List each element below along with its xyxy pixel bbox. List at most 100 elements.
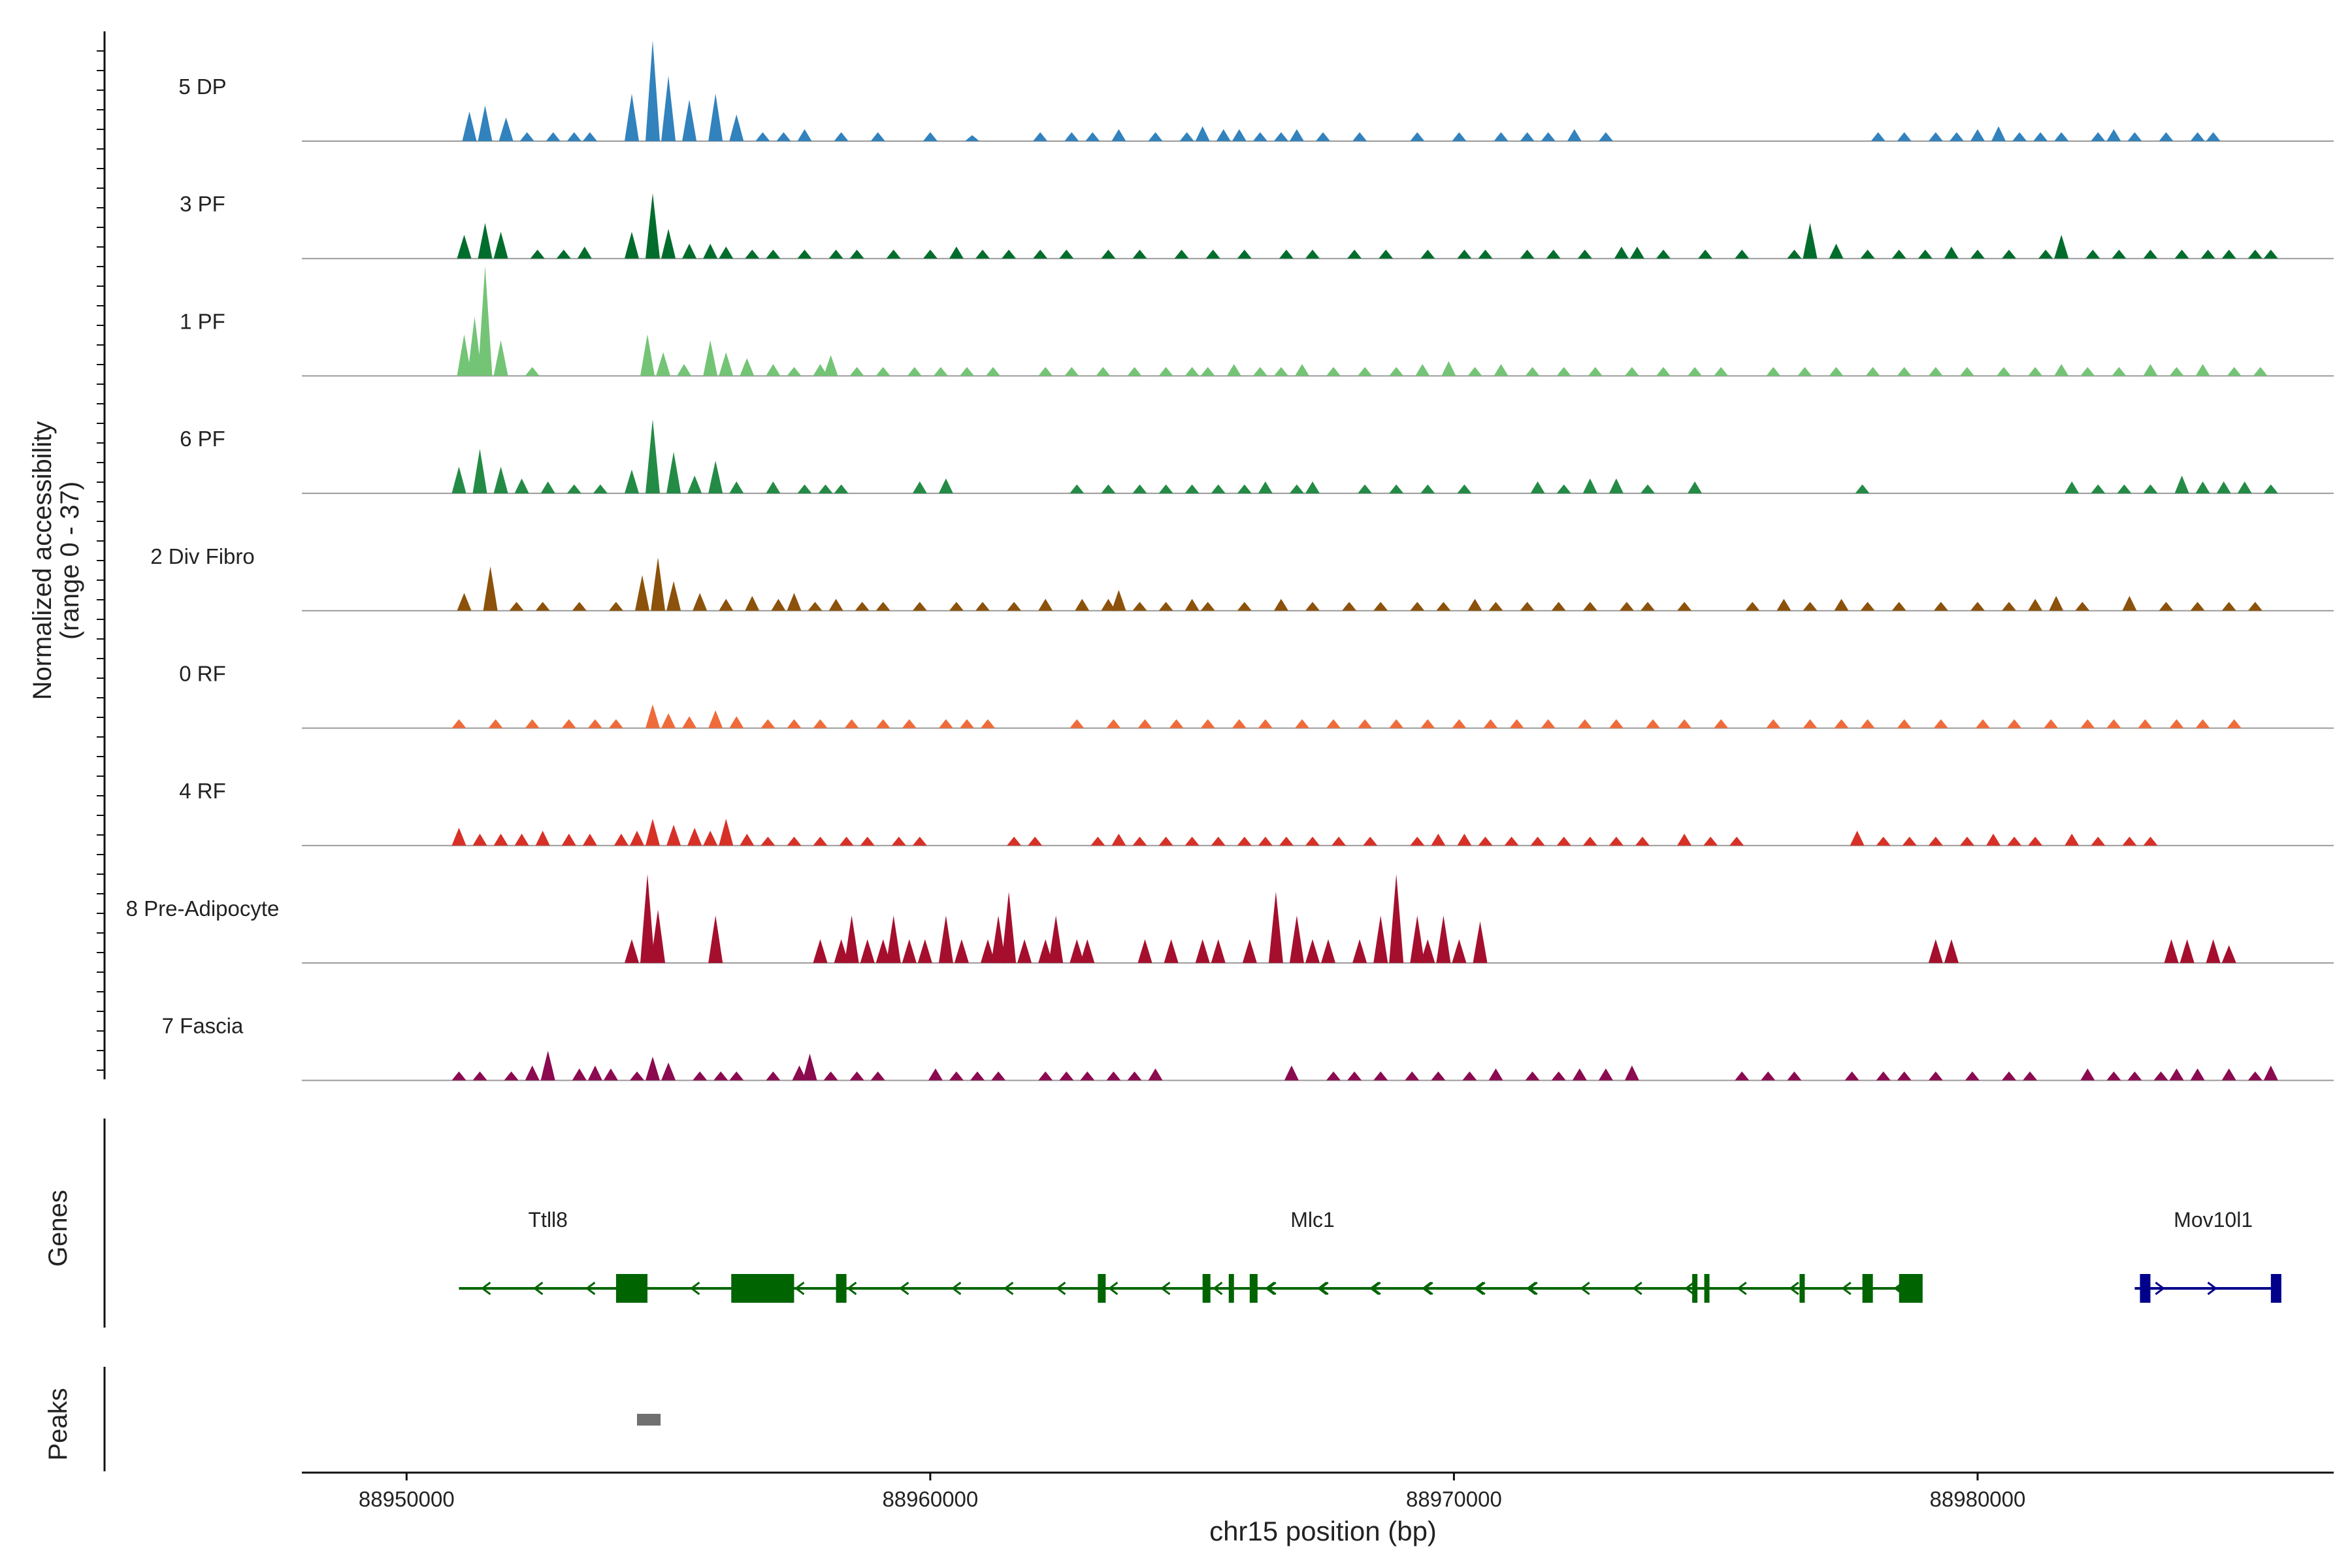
coverage-peak xyxy=(651,909,666,963)
coverage-peak xyxy=(572,1068,587,1081)
coverage-peak xyxy=(1860,719,1875,728)
coverage-peak xyxy=(1410,836,1425,846)
coverage-peak xyxy=(1284,1065,1299,1081)
coverage-peak xyxy=(923,250,938,259)
gene-strand-arrow xyxy=(480,1281,491,1296)
coverage-peak xyxy=(1070,939,1085,963)
coverage-peak xyxy=(2122,596,2137,611)
coverage-peak xyxy=(645,704,660,728)
coverage-peak xyxy=(1509,719,1524,728)
coverage-peak xyxy=(1588,367,1603,376)
coverage-peak xyxy=(1624,367,1639,376)
coverage-peak xyxy=(787,836,802,846)
coverage-peak xyxy=(1101,250,1116,259)
coverage-peak xyxy=(1158,484,1173,494)
coverage-peak xyxy=(2190,1068,2205,1081)
coverage-peak xyxy=(975,602,990,611)
coverage-peak xyxy=(457,235,472,259)
peak-region xyxy=(636,1414,661,1426)
coverage-peak xyxy=(493,231,508,259)
coverage-peak xyxy=(1598,1068,1613,1081)
coverage-peak xyxy=(1420,250,1435,259)
coverage-peak xyxy=(1033,250,1048,259)
coverage-peak xyxy=(2002,602,2016,611)
coverage-peak xyxy=(1928,939,1943,963)
coverage-peak xyxy=(1865,367,1880,376)
coverage-peak xyxy=(1766,367,1781,376)
coverage-peak xyxy=(1002,891,1017,963)
coverage-peak xyxy=(855,602,870,611)
coverage-peak xyxy=(2221,602,2236,611)
coverage-peak xyxy=(1656,367,1671,376)
coverage-peak xyxy=(635,575,649,611)
coverage-peak xyxy=(713,1071,728,1081)
coverage-peak xyxy=(1698,250,1713,259)
coverage-peak xyxy=(813,364,828,376)
coverage-peak xyxy=(1614,246,1629,259)
gene-mov10l1: Mov10l1 xyxy=(2134,1208,2281,1303)
track-label: 1 PF xyxy=(180,309,225,333)
coverage-peak xyxy=(760,719,776,728)
coverage-peak xyxy=(572,602,587,611)
coverage-peak xyxy=(1085,132,1100,141)
coverage-peak xyxy=(1279,836,1294,846)
coverage-peak xyxy=(645,419,660,494)
coverage-peak xyxy=(1070,719,1085,728)
coverage-peak xyxy=(530,250,545,259)
coverage-peak xyxy=(1127,1071,1142,1081)
coverage-peak xyxy=(1928,367,1943,376)
coverage-peak xyxy=(1358,484,1373,494)
coverage-peak xyxy=(875,939,890,963)
coverage-peak xyxy=(1556,367,1571,376)
coverage-peak xyxy=(561,834,576,846)
track-5-dp: 5 DP xyxy=(178,40,2334,142)
coverage-peak xyxy=(1467,598,1482,611)
coverage-peak xyxy=(1321,939,1335,963)
coverage-peak xyxy=(2002,1071,2016,1081)
gene-exon xyxy=(1704,1274,1710,1303)
coverage-peak xyxy=(1410,602,1425,611)
coverage-peak xyxy=(682,99,697,141)
gene-strand-arrow xyxy=(1475,1281,1486,1296)
coverage-peak xyxy=(2216,481,2231,494)
coverage-peak xyxy=(870,1071,885,1081)
coverage-peak xyxy=(1582,602,1597,611)
coverage-peak xyxy=(1541,132,1556,141)
coverage-peak xyxy=(645,1056,660,1081)
coverage-peak xyxy=(912,836,927,846)
coverage-peak xyxy=(991,915,1006,963)
track-label: 7 Fascia xyxy=(162,1014,244,1038)
gene-exon xyxy=(1899,1274,1923,1303)
coverage-peak xyxy=(1237,836,1252,846)
coverage-peak xyxy=(1965,1071,1980,1081)
coverage-peak xyxy=(1787,1071,1802,1081)
coverage-peak xyxy=(870,132,885,141)
coverage-peak xyxy=(1373,1071,1388,1081)
coverage-peak xyxy=(2112,250,2127,259)
coverage-peak xyxy=(1976,719,1990,728)
coverage-peak xyxy=(2054,235,2069,259)
coverage-peak xyxy=(1714,719,1729,728)
coverage-peak xyxy=(1258,836,1273,846)
coverage-peak xyxy=(938,719,953,728)
coverage-peak xyxy=(1897,132,1912,141)
coverage-peak xyxy=(703,340,718,376)
coverage-peak xyxy=(514,834,529,846)
coverage-peak xyxy=(1494,132,1509,141)
coverage-peak xyxy=(1944,246,1959,259)
coverage-peak xyxy=(1803,223,1818,259)
coverage-peak xyxy=(457,593,472,611)
coverage-peak xyxy=(1389,367,1404,376)
y-axis-label-line1: Normalized accessibility xyxy=(28,421,57,700)
coverage-peak xyxy=(949,1071,964,1081)
coverage-peak xyxy=(1237,250,1252,259)
coverage-peak xyxy=(630,1071,644,1081)
coverage-peak xyxy=(1970,129,1985,141)
coverage-peak xyxy=(1090,836,1105,846)
coverage-peak xyxy=(1944,939,1959,963)
coverage-peak xyxy=(1619,602,1634,611)
coverage-peak xyxy=(1059,250,1074,259)
left-axis xyxy=(97,31,106,1079)
coverage-peak xyxy=(2033,132,2048,141)
coverage-peak xyxy=(1582,836,1597,846)
